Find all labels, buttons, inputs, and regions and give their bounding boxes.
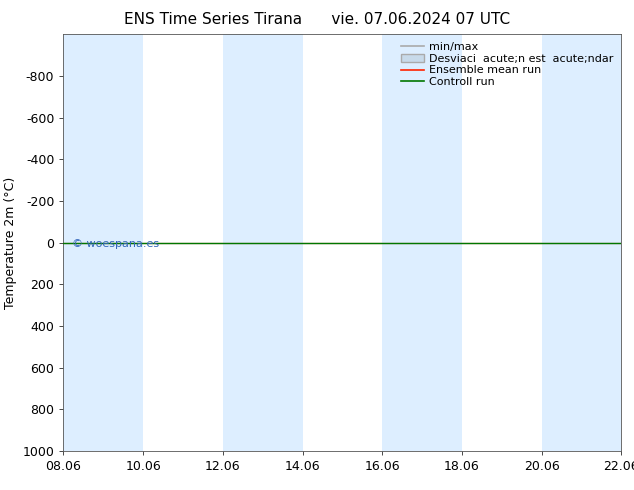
- Bar: [63, 34, 143, 451]
- Text: ENS Time Series Tirana      vie. 07.06.2024 07 UTC: ENS Time Series Tirana vie. 07.06.2024 0…: [124, 12, 510, 27]
- Y-axis label: Temperature 2m (°C): Temperature 2m (°C): [4, 176, 17, 309]
- Bar: [382, 34, 462, 451]
- Text: © woespana.es: © woespana.es: [72, 239, 159, 249]
- Bar: [541, 34, 621, 451]
- Legend: min/max, Desviaci  acute;n est  acute;ndar, Ensemble mean run, Controll run: min/max, Desviaci acute;n est acute;ndar…: [399, 40, 616, 89]
- Bar: [223, 34, 302, 451]
